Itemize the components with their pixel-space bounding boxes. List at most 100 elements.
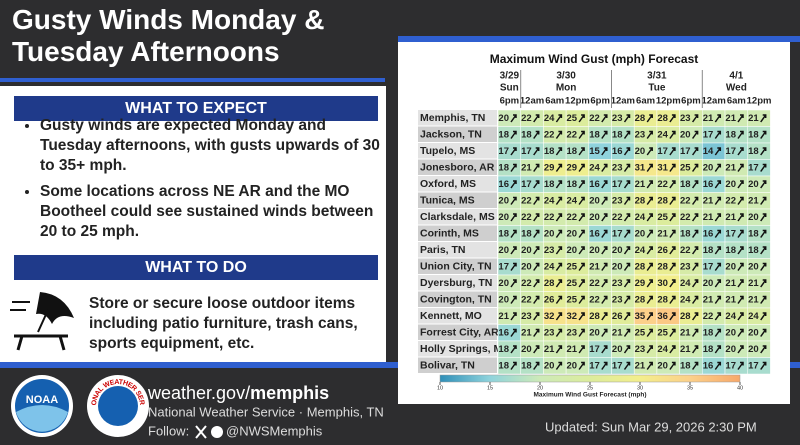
wind-arrow — [691, 163, 699, 172]
wind-arrow — [510, 229, 517, 238]
colorbar-tick-label: 15 — [487, 385, 493, 391]
row-label-bg — [418, 258, 497, 274]
wind-arrow — [714, 229, 722, 238]
wind-arrow — [555, 213, 563, 222]
cell-value: 24 — [544, 261, 555, 272]
cell-value: 21 — [567, 344, 578, 355]
cell-value: 21 — [725, 113, 736, 124]
wind-arrow — [737, 345, 744, 354]
cell-value: 22 — [544, 212, 555, 223]
row-label-bg — [418, 225, 497, 241]
wind-arrow — [691, 213, 699, 222]
cell-value: 35 — [635, 311, 646, 322]
row-label-bg — [418, 110, 497, 126]
wind-arrow — [646, 163, 653, 172]
cell-value: 20 — [612, 344, 623, 355]
wind-arrow — [737, 196, 744, 205]
wind-arrow — [623, 279, 631, 288]
wind-arrow — [669, 180, 676, 189]
cell-value: 20 — [544, 360, 555, 371]
cell-value: 20 — [748, 327, 759, 338]
colorbar-tick-label: 25 — [587, 385, 593, 391]
cell-value: 18 — [725, 245, 736, 256]
wind-arrow — [669, 328, 676, 337]
wind-arrow — [555, 147, 563, 156]
cell-value: 26 — [612, 311, 623, 322]
wind-arrow — [760, 213, 767, 222]
cell-value: 18 — [680, 179, 691, 190]
colorbar-tick-label: 30 — [637, 385, 643, 391]
wind-arrow — [533, 312, 540, 321]
cell-value: 24 — [657, 129, 668, 140]
cell-value: 18 — [748, 245, 759, 256]
office: National Weather Service · Memphis, TN — [148, 404, 384, 419]
wind-arrow — [760, 196, 767, 205]
cell-value: 22 — [521, 278, 532, 289]
wind-arrow — [646, 262, 653, 271]
wind-arrow — [623, 196, 631, 205]
wind-arrow — [669, 361, 676, 370]
row-label-bg — [418, 242, 497, 258]
wind-arrow — [578, 130, 585, 139]
wind-arrow — [578, 180, 585, 189]
wind-arrow — [533, 246, 540, 255]
wind-arrow — [623, 345, 631, 354]
cell-value: 20 — [725, 261, 736, 272]
wind-arrow — [691, 196, 699, 205]
cell-value: 22 — [589, 113, 600, 124]
wind-arrow — [578, 279, 585, 288]
cell-value: 20 — [589, 212, 600, 223]
cell-value: 17 — [748, 360, 759, 371]
wind-arrow — [691, 262, 699, 271]
cell-value: 23 — [612, 278, 623, 289]
wind-arrow — [601, 163, 608, 172]
cell-value: 20 — [725, 327, 736, 338]
wind-arrow — [714, 361, 722, 370]
wind-arrow — [510, 345, 517, 354]
day: Mon — [556, 83, 577, 94]
cell-value: 28 — [635, 195, 646, 206]
wind-arrow — [578, 246, 585, 255]
cell-value: 16 — [703, 179, 714, 190]
cell-value: 21 — [748, 113, 759, 124]
cell-value: 22 — [521, 195, 532, 206]
cell-value: 20 — [680, 129, 691, 140]
wind-arrow — [623, 213, 631, 222]
wind-arrow — [533, 163, 540, 172]
wind-arrow — [533, 262, 540, 271]
wind-arrow — [714, 196, 722, 205]
colorbar-tick-label: 20 — [537, 385, 543, 391]
cell-value: 20 — [521, 261, 532, 272]
wind-arrow — [578, 114, 585, 123]
wind-arrow — [669, 163, 676, 172]
wind-arrow — [669, 279, 676, 288]
cell-value: 20 — [589, 327, 600, 338]
wind-arrow — [737, 130, 744, 139]
cell-value: 25 — [567, 113, 578, 124]
cell-value: 22 — [680, 245, 691, 256]
row-label: Corinth, MS — [420, 228, 479, 240]
wind-arrow — [646, 180, 653, 189]
handle: @NWSMemphis — [226, 423, 323, 438]
wind-arrow — [510, 163, 517, 172]
cell-value: 22 — [589, 278, 600, 289]
cell-value: 20 — [703, 162, 714, 173]
wind-arrow — [533, 279, 540, 288]
cell-value: 36 — [657, 311, 668, 322]
wind-arrow — [601, 147, 608, 156]
cell-value: 23 — [612, 113, 623, 124]
cell-value: 22 — [567, 212, 578, 223]
row-label-bg — [418, 209, 497, 225]
cell-value: 20 — [567, 228, 578, 239]
cell-value: 24 — [567, 195, 578, 206]
wind-arrow — [737, 262, 744, 271]
cell-value: 20 — [521, 344, 532, 355]
cell-value: 22 — [612, 212, 623, 223]
wind-arrow — [510, 279, 517, 288]
time: 12pm — [747, 96, 772, 107]
cell-value: 20 — [748, 261, 759, 272]
title: Gusty Winds Monday & Tuesday Afternoons — [12, 4, 324, 68]
bullet: Gusty winds are expected Monday and Tues… — [40, 116, 390, 176]
wind-arrow — [737, 279, 744, 288]
wind-arrow — [691, 147, 699, 156]
